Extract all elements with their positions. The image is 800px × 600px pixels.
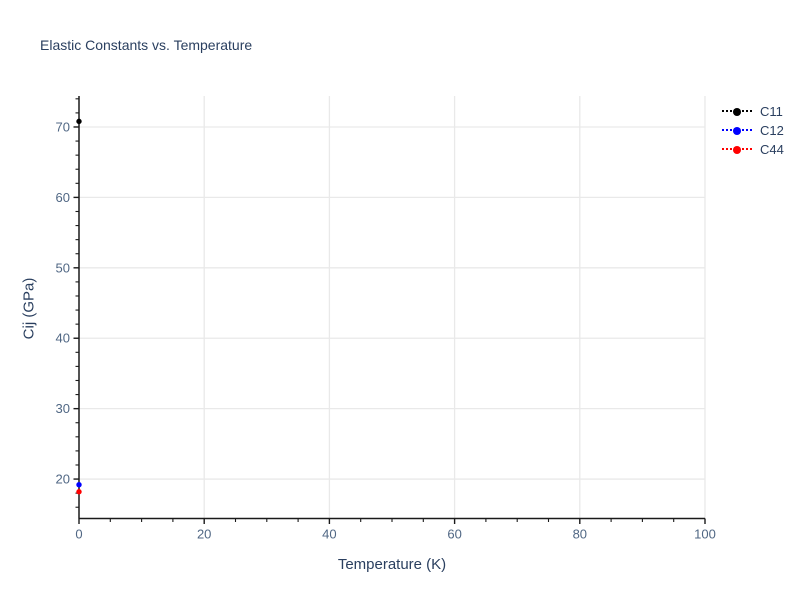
legend-item-c44[interactable]: C44: [722, 142, 784, 157]
legend-label-c44: C44: [760, 142, 784, 157]
x-tick-label-80: 80: [573, 527, 587, 542]
data-point-c44[interactable]: [76, 489, 82, 495]
legend-line-marker-icon: [722, 126, 752, 135]
legend-label-c12: C12: [760, 123, 784, 138]
legend-line-marker-icon: [722, 107, 752, 116]
data-point-c11[interactable]: [76, 118, 82, 125]
y-axis-title: Cij (GPa): [20, 277, 38, 340]
y-tick-label-60: 60: [56, 190, 70, 205]
legend-circle-marker: [733, 145, 741, 154]
y-tick-label-50: 50: [56, 260, 70, 275]
x-tick-label-0: 0: [75, 527, 82, 542]
legend-item-c12[interactable]: C12: [722, 123, 784, 138]
y-tick-label-70: 70: [56, 119, 70, 134]
legend-line-marker-icon: [722, 145, 752, 154]
y-tick-label-30: 30: [56, 401, 70, 416]
x-tick-label-40: 40: [322, 527, 336, 542]
legend: C11 C12 C44: [722, 104, 784, 157]
y-tick-label-40: 40: [56, 331, 70, 346]
legend-circle-marker: [733, 126, 741, 135]
x-axis-title: Temperature (K): [337, 556, 447, 573]
legend-item-c11[interactable]: C11: [722, 104, 784, 119]
y-tick-label-20: 20: [56, 472, 70, 487]
chart-title: Elastic Constants vs. Temperature: [40, 37, 253, 53]
x-tick-label-60: 60: [447, 527, 461, 542]
legend-circle-marker: [733, 107, 741, 116]
x-tick-label-20: 20: [197, 527, 211, 542]
data-point-c12[interactable]: [76, 482, 82, 488]
legend-label-c11: C11: [760, 104, 783, 119]
x-tick-label-100: 100: [694, 527, 716, 542]
